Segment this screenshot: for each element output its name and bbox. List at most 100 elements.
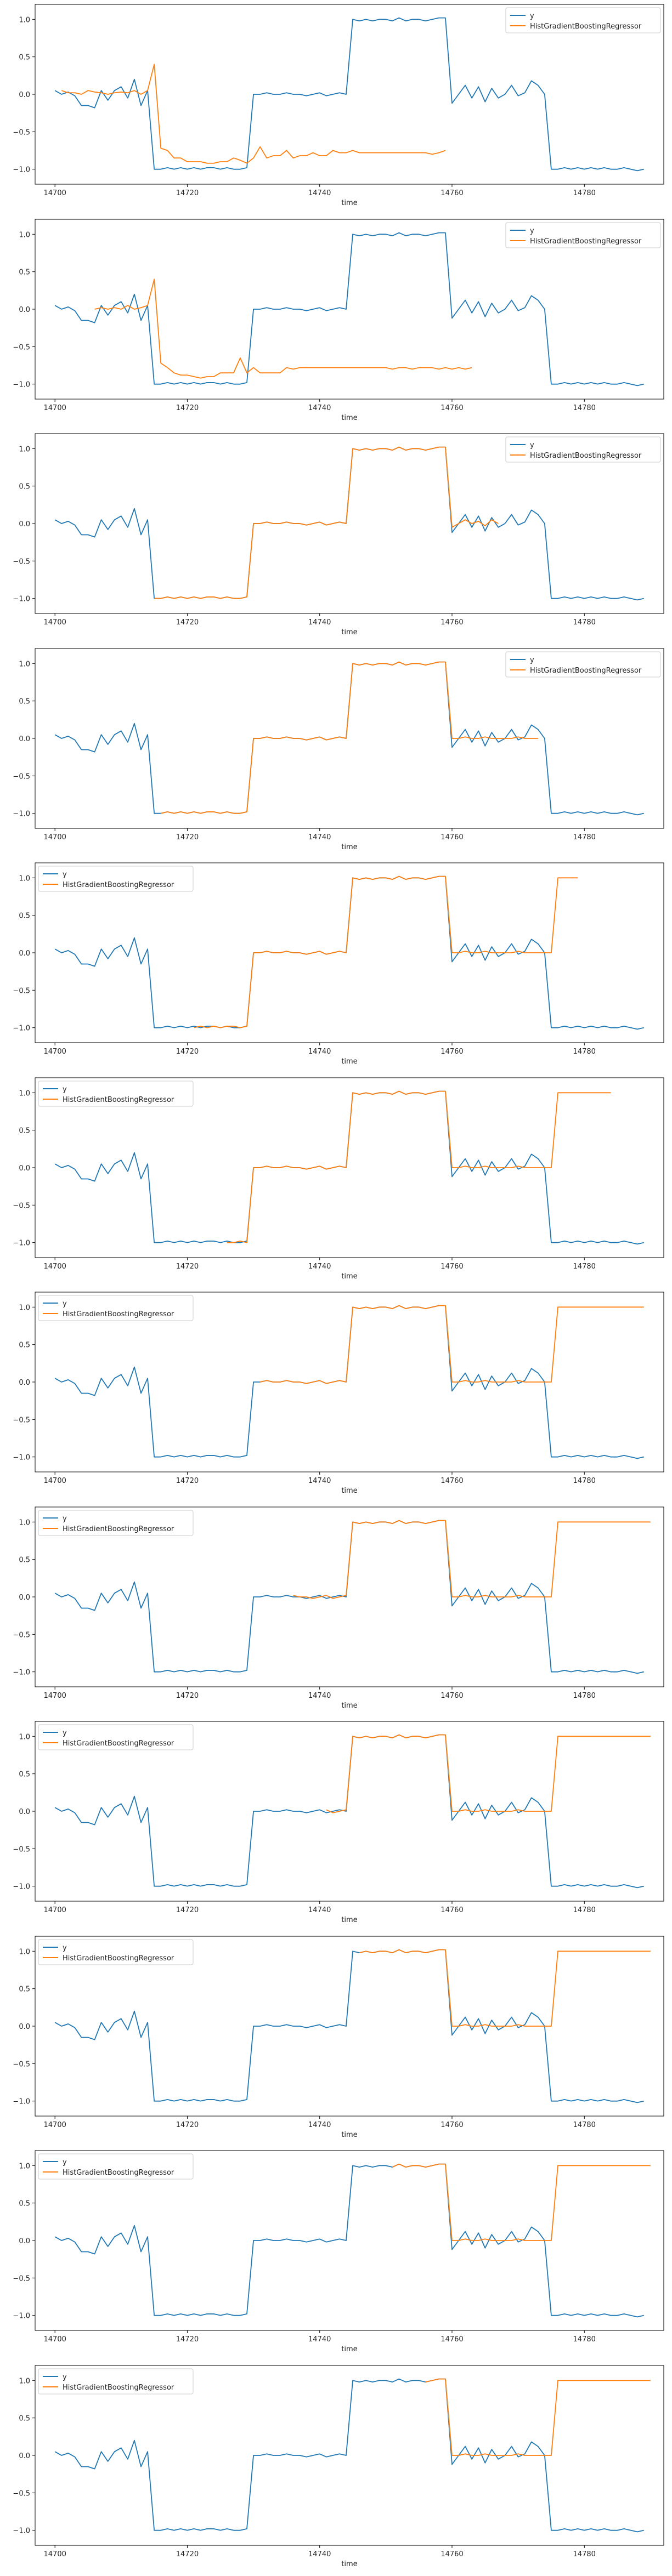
x-axis-label: time (341, 1487, 357, 1495)
series-line-prediction (154, 446, 499, 599)
chart-panel-8: 14700 14720 14740 14760 14780 −1.0 −0.5 0.0 0.5 1… (13, 1506, 664, 1710)
x-tick-label: 14740 (308, 189, 331, 197)
y-tick-label: −1.0 (13, 2312, 30, 2321)
x-tick-label: 14760 (441, 1048, 463, 1056)
y-tick-label: −0.5 (13, 2274, 30, 2283)
y-tick-label: −1.0 (13, 810, 30, 818)
y-tick-label: −1.0 (13, 1669, 30, 1677)
series-line-y (54, 2378, 645, 2533)
legend-label: y (63, 1729, 67, 1737)
x-tick-label: 14720 (176, 618, 199, 627)
x-tick-label: 14700 (44, 1263, 66, 1271)
y-tick-label: 0.0 (19, 1379, 30, 1387)
series-line-prediction (326, 1734, 651, 1813)
chart-panel-7: 14700 14720 14740 14760 14780 −1.0 −0.5 0.0 0.5 1… (13, 1292, 664, 1495)
x-tick-label: 14780 (573, 1906, 596, 1914)
x-tick-label: 14780 (573, 1048, 596, 1056)
chart-panel-9: 14700 14720 14740 14760 14780 −1.0 −0.5 0.0 0.5 1… (13, 1721, 664, 1924)
y-tick-label: 1.0 (19, 2377, 30, 2385)
chart-panel-3: 14700 14720 14740 14760 14780 −1.0 −0.5 0.0 0.5 1… (13, 433, 664, 636)
series-line-prediction (259, 1305, 644, 1384)
x-tick-label: 14740 (308, 833, 331, 841)
x-axis-label: time (341, 1272, 357, 1281)
x-tick-label: 14700 (44, 1692, 66, 1700)
legend-label: y (63, 1300, 67, 1308)
x-axis-label: time (341, 628, 357, 636)
legend-label: HistGradientBoostingRegressor (63, 1096, 174, 1104)
x-tick-label: 14740 (308, 618, 331, 627)
x-tick-label: 14700 (44, 189, 66, 197)
legend-label: y (63, 2373, 67, 2381)
series-line-prediction (227, 1090, 611, 1243)
legend-label: y (63, 1944, 67, 1952)
series-line-y (54, 17, 645, 172)
legend-label: HistGradientBoostingRegressor (63, 1954, 174, 1963)
x-tick-label: 14740 (308, 1477, 331, 1485)
x-tick-label: 14740 (308, 1692, 331, 1700)
x-tick-label: 14700 (44, 2121, 66, 2129)
x-tick-label: 14720 (176, 1906, 199, 1914)
legend: y HistGradientBoostingRegressor (38, 2368, 194, 2395)
legend-label: y (63, 1085, 67, 1094)
chart-panel-6: 14700 14720 14740 14760 14780 −1.0 −0.5 0.0 0.5 1… (13, 1077, 664, 1281)
x-axis-label: time (341, 2345, 357, 2353)
series-line-prediction (194, 875, 578, 1028)
x-tick-label: 14720 (176, 1263, 199, 1271)
y-tick-label: −0.5 (13, 1202, 30, 1210)
x-tick-label: 14760 (441, 2121, 463, 2129)
x-axis-label: time (341, 1916, 357, 1924)
y-tick-label: 1.0 (19, 1089, 30, 1097)
y-tick-label: 0.0 (19, 2237, 30, 2245)
x-tick-label: 14720 (176, 1477, 199, 1485)
y-tick-label: 0.5 (19, 1556, 30, 1565)
y-tick-label: 0.0 (19, 306, 30, 314)
series-line-y (54, 446, 645, 601)
y-tick-label: −0.5 (13, 1416, 30, 1424)
y-tick-label: −1.0 (13, 595, 30, 604)
y-tick-label: 0.5 (19, 1127, 30, 1135)
legend-label: HistGradientBoostingRegressor (63, 2169, 174, 2177)
legend: y HistGradientBoostingRegressor (505, 651, 661, 678)
y-tick-label: −1.0 (13, 166, 30, 174)
y-tick-label: −0.5 (13, 987, 30, 995)
y-tick-label: −1.0 (13, 2098, 30, 2106)
x-tick-label: 14700 (44, 1906, 66, 1914)
legend-label: y (63, 2158, 67, 2166)
y-tick-label: −0.5 (13, 2489, 30, 2498)
x-tick-label: 14760 (441, 189, 463, 197)
y-tick-label: −1.0 (13, 1883, 30, 1891)
x-tick-label: 14780 (573, 189, 596, 197)
y-tick-label: 0.5 (19, 1771, 30, 1779)
x-tick-label: 14780 (573, 404, 596, 412)
legend-label: y (63, 1515, 67, 1523)
x-tick-label: 14740 (308, 1048, 331, 1056)
x-tick-label: 14740 (308, 404, 331, 412)
y-tick-label: 0.5 (19, 2415, 30, 2423)
x-tick-label: 14760 (441, 833, 463, 841)
x-tick-label: 14780 (573, 1477, 596, 1485)
x-tick-label: 14780 (573, 2335, 596, 2344)
chart-panel-2: 14700 14720 14740 14760 14780 −1.0 −0.5 0.0 0.5 1… (13, 219, 664, 422)
series-line-y (54, 1949, 645, 2103)
legend: y HistGradientBoostingRegressor (505, 436, 661, 463)
y-tick-label: 0.0 (19, 1164, 30, 1173)
y-tick-label: −0.5 (13, 1845, 30, 1853)
series-line-prediction (161, 661, 538, 814)
x-tick-label: 14760 (441, 618, 463, 627)
y-tick-label: 0.0 (19, 520, 30, 528)
y-tick-label: 1.0 (19, 2162, 30, 2170)
x-tick-label: 14700 (44, 2550, 66, 2558)
x-axis-label: time (341, 1057, 357, 1066)
y-tick-label: 1.0 (19, 1733, 30, 1741)
legend-label: y (530, 12, 534, 20)
legend: y HistGradientBoostingRegressor (38, 1295, 194, 1321)
y-tick-label: −1.0 (13, 1239, 30, 1248)
chart-panel-5: 14700 14720 14740 14760 14780 −1.0 −0.5 0.0 0.5 1… (13, 862, 664, 1066)
x-tick-label: 14720 (176, 2121, 199, 2129)
x-tick-label: 14740 (308, 1263, 331, 1271)
series-line-y (54, 232, 645, 386)
legend-label: HistGradientBoostingRegressor (63, 1739, 174, 1748)
series-line-y (54, 2163, 645, 2318)
legend: y HistGradientBoostingRegressor (38, 1510, 194, 1536)
legend-label: y (530, 227, 534, 235)
